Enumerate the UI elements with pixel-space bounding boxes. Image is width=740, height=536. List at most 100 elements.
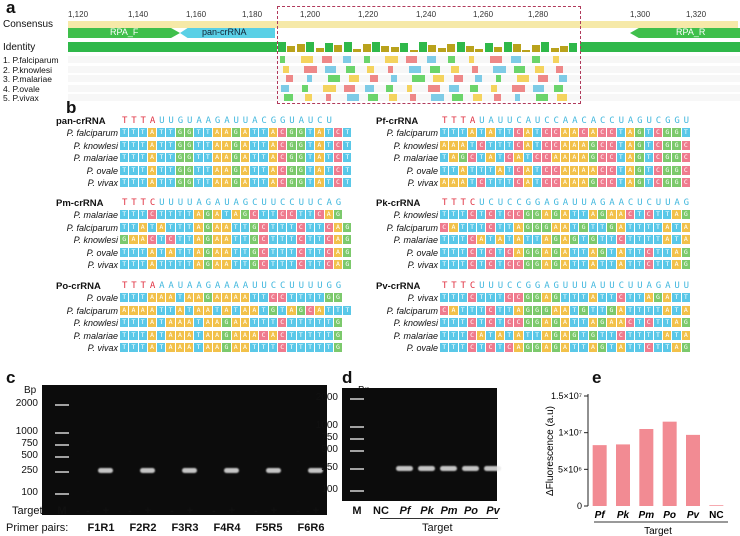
identity-bar: [353, 49, 362, 52]
nucleotide-cell: A: [560, 140, 571, 150]
identity-bar: [484, 43, 493, 52]
lane-label: NC: [373, 505, 389, 517]
identity-bar-right: [580, 42, 740, 52]
nucleotide-cell: C: [467, 260, 478, 269]
guide-nt: T: [121, 281, 128, 291]
alignment-highlight: [326, 94, 331, 101]
ladder-band: [350, 468, 364, 470]
nucleotide-cell: G: [296, 178, 306, 187]
bar: [662, 421, 677, 506]
nucleotide-cell: T: [157, 178, 167, 187]
nucleotide-cell: A: [607, 210, 617, 219]
nucleotide-cell: G: [333, 318, 344, 327]
guide-nt: G: [270, 116, 277, 126]
nucleotide-cell: T: [579, 293, 589, 302]
nucleotide-cell: G: [185, 153, 195, 162]
nucleotide-cell: T: [570, 305, 580, 315]
nucleotide-cell: C: [333, 153, 344, 162]
nucleotide-cell: T: [505, 305, 515, 315]
nucleotide-cell: T: [486, 178, 496, 187]
ladder-band: [350, 450, 364, 452]
nucleotide-cell: T: [458, 247, 468, 257]
nucleotide-cell: T: [523, 153, 533, 162]
nucleotide-cell: T: [287, 343, 297, 352]
nucleotide-cell: T: [315, 293, 325, 302]
guide-nt: C: [469, 198, 476, 208]
nucleotide-cell: A: [663, 305, 673, 315]
nucleotide-cell: A: [625, 128, 636, 137]
primer-label: F6R6: [297, 522, 325, 534]
nucleotide-cell: A: [250, 305, 260, 315]
nucleotide-cell: A: [570, 178, 580, 187]
identity-bar: [560, 46, 568, 52]
identity-bar: [428, 45, 437, 52]
nucleotide-cell: T: [129, 178, 139, 187]
alignment-highlight: [553, 56, 559, 63]
species-label: P. knowlesi: [393, 140, 438, 151]
nucleotide-cell: T: [138, 210, 148, 219]
nucleotide-cell: C: [467, 343, 478, 352]
nucleotide-cell: T: [467, 178, 478, 187]
nucleotide-cell: C: [681, 153, 692, 162]
nucleotide-cell: A: [194, 293, 204, 302]
nucleotide-cell: C: [551, 178, 561, 187]
nucleotide-cell: T: [250, 128, 260, 137]
nucleotide-cell: T: [259, 178, 269, 187]
nucleotide-cell: T: [305, 165, 316, 175]
nucleotide-cell: T: [166, 210, 176, 219]
nucleotide-cell: C: [467, 330, 478, 340]
nucleotide-cell: A: [212, 165, 223, 175]
rpa-r-arrow: RPA_R: [630, 28, 740, 38]
guide-nt: U: [233, 116, 239, 126]
guide-nt: C: [618, 281, 624, 291]
nucleotide-cell: A: [231, 210, 241, 219]
alignment-highlight: [322, 56, 332, 63]
nucleotide-cell: T: [477, 260, 487, 269]
nucleotide-cell: T: [138, 318, 148, 327]
primer-label: F2R2: [129, 522, 157, 534]
nucleotide-cell: C: [278, 165, 288, 175]
nucleotide-cell: G: [663, 153, 673, 162]
nucleotide-cell: T: [203, 178, 213, 187]
nucleotide-cell: G: [532, 305, 543, 315]
identity-bar: [287, 46, 296, 52]
species-label: P. knowlesi: [73, 140, 118, 151]
nucleotide-cell: G: [458, 153, 468, 162]
nucleotide-cell: A: [560, 305, 571, 315]
guide-nt: G: [242, 198, 249, 208]
guide-nt: U: [479, 116, 485, 126]
nucleotide-cell: G: [588, 330, 599, 340]
identity-bar: [466, 46, 474, 52]
identity-bar: [494, 47, 503, 52]
guide-nt: C: [261, 116, 267, 126]
guide-nt: T: [140, 198, 146, 208]
lane-label: Po: [463, 505, 479, 517]
nucleotide-cell: C: [147, 235, 158, 244]
guide-nt: A: [544, 281, 550, 291]
ladder-tick-label: 500: [321, 444, 338, 455]
nucleotide-cell: A: [663, 330, 673, 340]
nucleotide-cell: C: [333, 140, 344, 150]
nucleotide-cell: G: [551, 343, 561, 352]
nucleotide-cell: A: [514, 235, 524, 244]
nucleotide-cell: T: [343, 305, 353, 315]
nucleotide-cell: G: [175, 140, 186, 150]
nucleotide-cell: C: [514, 165, 524, 175]
nucleotide-cell: A: [644, 293, 654, 302]
guide-nt: U: [298, 198, 304, 208]
alignment-highlight: [286, 75, 293, 82]
nucleotide-cell: T: [203, 128, 213, 137]
primer-label: F4R4: [213, 522, 241, 534]
alignment-highlight: [559, 75, 567, 82]
nucleotide-cell: T: [157, 343, 167, 352]
nucleotide-cell: C: [467, 318, 478, 327]
nucleotide-cell: T: [240, 247, 251, 257]
nucleotide-cell: G: [598, 343, 608, 352]
guide-nt: U: [159, 116, 165, 126]
nucleotide-cell: G: [551, 330, 561, 340]
pcr-band: [224, 468, 239, 473]
